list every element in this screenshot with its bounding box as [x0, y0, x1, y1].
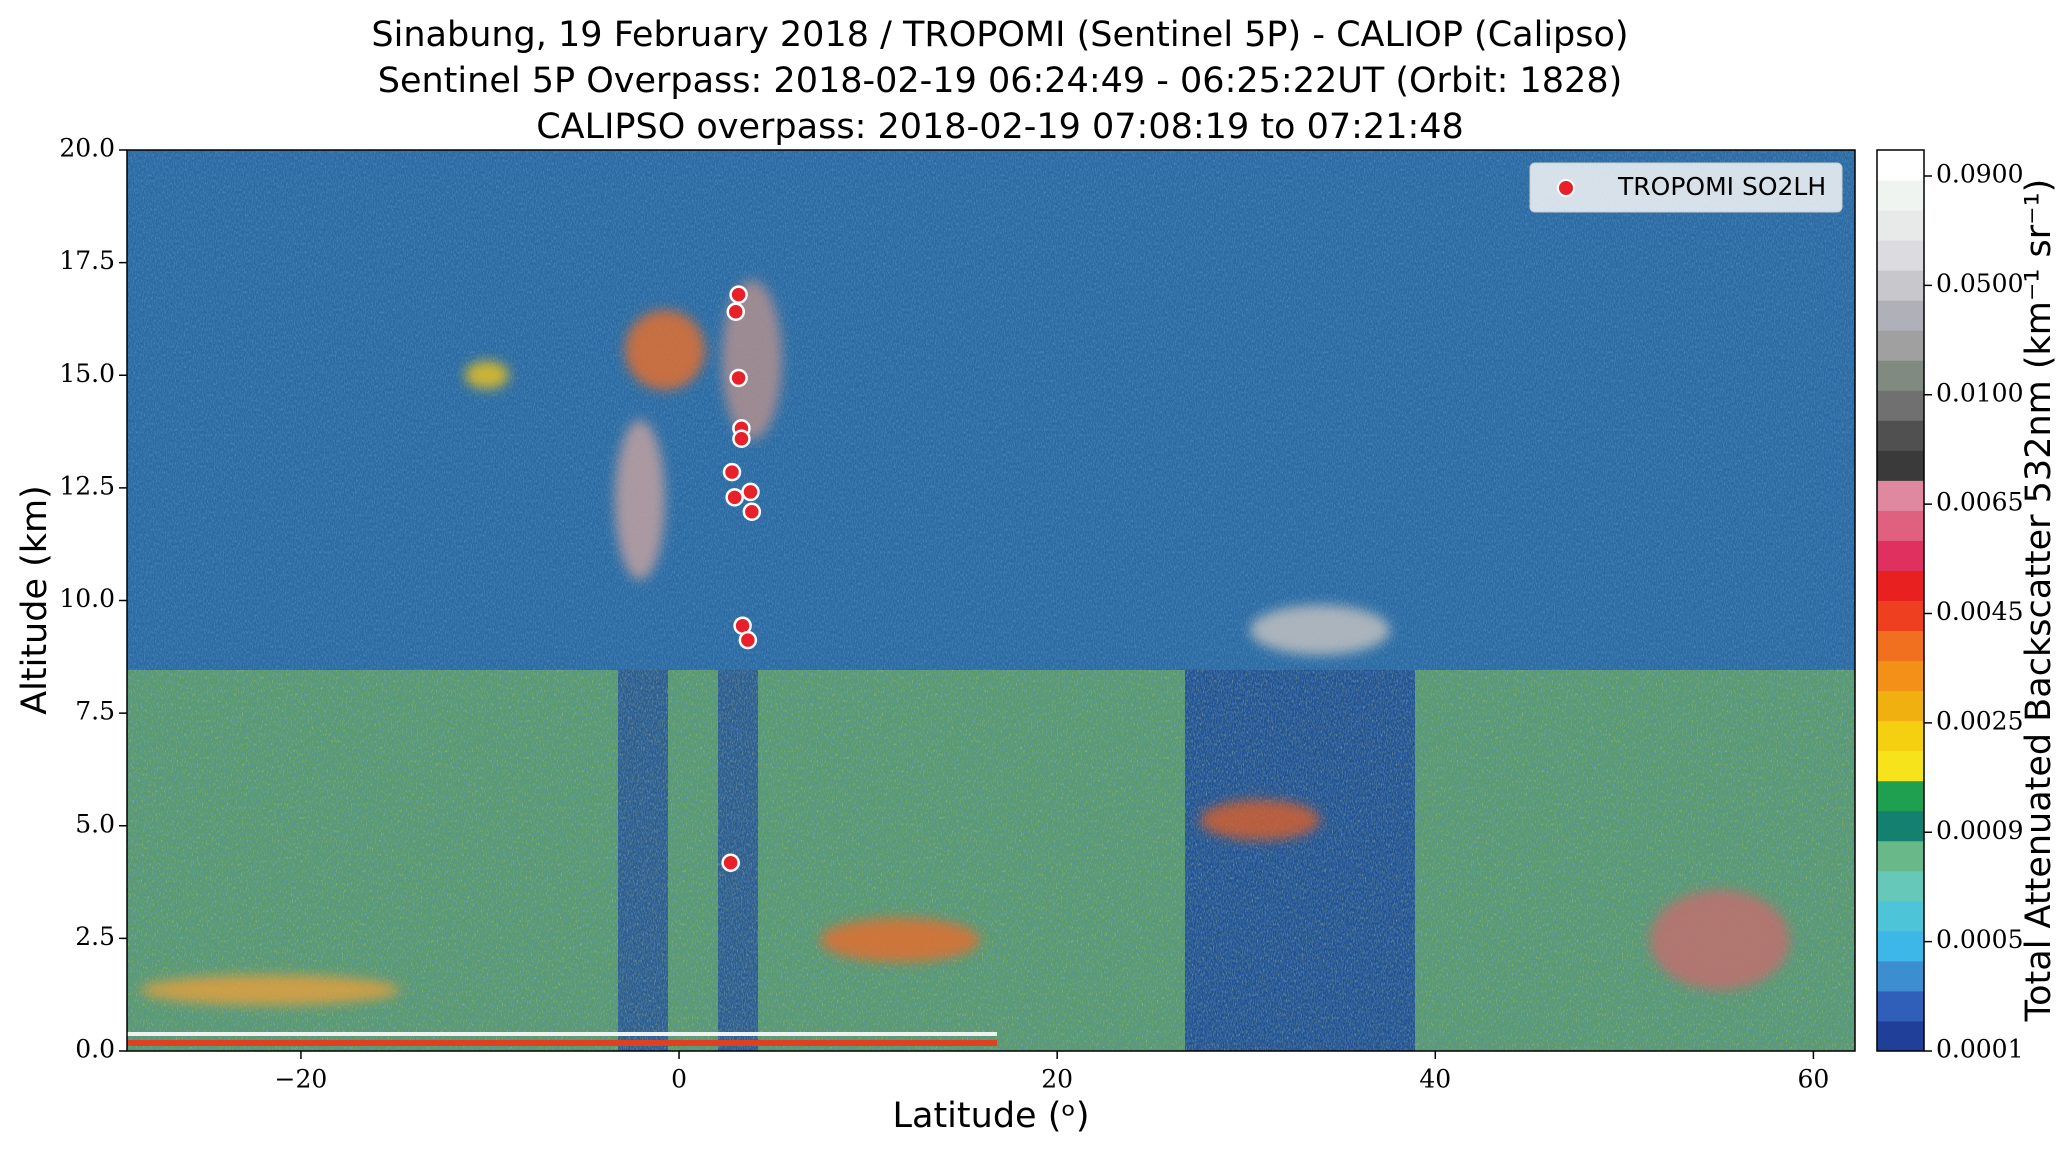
- y-tick-label: 0.0: [75, 1035, 115, 1064]
- data-point: [721, 853, 740, 872]
- colorbar-band: [1877, 960, 1924, 992]
- backscatter-image: [127, 150, 1855, 1051]
- colorbar-tick-label: 0.0100: [1936, 378, 2023, 407]
- y-axis-label: Altitude (km): [15, 485, 55, 715]
- y-tick-label: 5.0: [75, 809, 115, 838]
- colorbar-tick-label: 0.0009: [1936, 816, 2023, 845]
- y-tick-label: 10.0: [59, 584, 115, 613]
- colorbar-band: [1877, 720, 1924, 752]
- data-point: [738, 630, 758, 650]
- y-tick-label: 2.5: [75, 922, 115, 951]
- chart-subtitle: Sentinel 5P Overpass: 2018-02-19 06:24:4…: [378, 61, 1623, 101]
- colorbar-band: [1877, 240, 1924, 271]
- colorbar-band: [1877, 210, 1924, 241]
- legend-box: [1529, 162, 1843, 213]
- colorbar-tick-label: 0.0065: [1936, 488, 2023, 517]
- colorbar-band: [1877, 330, 1924, 361]
- colorbar-band: [1877, 480, 1924, 511]
- colorbar-label: Total Attenuated Backscatter 532nm (km⁻¹…: [2019, 179, 2059, 1023]
- y-tick-label: 17.5: [59, 246, 115, 275]
- colorbar-band: [1877, 540, 1924, 571]
- data-point: [742, 502, 762, 522]
- chart-subtitle: CALIPSO overpass: 2018-02-19 07:08:19 to…: [536, 107, 1464, 147]
- x-tick-label: 40: [1419, 1065, 1451, 1094]
- colorbar-band: [1877, 690, 1924, 722]
- chart-title: Sinabung, 19 February 2018 / TROPOMI (Se…: [371, 15, 1628, 55]
- x-tick-label: −20: [275, 1065, 328, 1094]
- colorbar-band: [1877, 570, 1924, 601]
- colorbar-band: [1877, 870, 1924, 902]
- colorbar-band: [1877, 990, 1924, 1022]
- colorbar-tick-label: 0.0001: [1936, 1035, 2023, 1064]
- colorbar-band: [1877, 660, 1924, 692]
- colorbar-band: [1877, 1020, 1924, 1052]
- data-point: [729, 285, 748, 304]
- y-tick-label: 20.0: [59, 134, 115, 163]
- colorbar-band: [1877, 420, 1924, 451]
- colorbar-band: [1877, 810, 1924, 842]
- x-tick-label: 0: [671, 1065, 687, 1094]
- colorbar-band: [1877, 150, 1924, 181]
- colorbar-tick-label: 0.0045: [1936, 597, 2023, 626]
- data-point: [726, 302, 746, 321]
- colorbar-band: [1877, 930, 1924, 962]
- colorbar-band: [1877, 630, 1924, 662]
- y-tick-label: 15.0: [59, 359, 115, 388]
- data-point: [722, 462, 742, 482]
- colorbar-tick-label: 0.0900: [1936, 160, 2023, 189]
- colorbar-band: [1877, 840, 1924, 872]
- colorbar-band: [1877, 780, 1924, 812]
- x-tick-label: 60: [1798, 1065, 1830, 1094]
- colorbar-band: [1877, 450, 1924, 481]
- colorbar-band: [1877, 510, 1924, 541]
- x-axis-label: Latitude (ᵒ): [893, 1096, 1090, 1136]
- colorbar-band: [1877, 900, 1924, 932]
- colorbar-band: [1877, 390, 1924, 421]
- data-point: [741, 482, 760, 502]
- data-point: [729, 368, 748, 388]
- colorbar-band: [1877, 750, 1924, 782]
- legend-label: TROPOMI SO2LH: [1617, 172, 1826, 201]
- colorbar-band: [1877, 270, 1924, 301]
- legend-marker: [1557, 179, 1575, 197]
- x-tick-label: 20: [1041, 1065, 1073, 1094]
- data-point: [725, 488, 744, 507]
- y-tick-label: 7.5: [75, 697, 115, 726]
- colorbar-band: [1877, 300, 1924, 331]
- y-tick-label: 12.5: [59, 471, 115, 500]
- legend: TROPOMI SO2LH: [1529, 162, 1843, 213]
- colorbar-tick-label: 0.0025: [1936, 706, 2023, 735]
- colorbar-frame: [1876, 149, 1925, 1052]
- colorbar-band: [1877, 600, 1924, 632]
- colorbar-tick-label: 0.0500: [1936, 269, 2023, 298]
- colorbar-band: [1877, 180, 1924, 211]
- colorbar-band: [1877, 360, 1924, 391]
- colorbar-tick-label: 0.0005: [1936, 925, 2023, 954]
- data-point: [732, 429, 751, 449]
